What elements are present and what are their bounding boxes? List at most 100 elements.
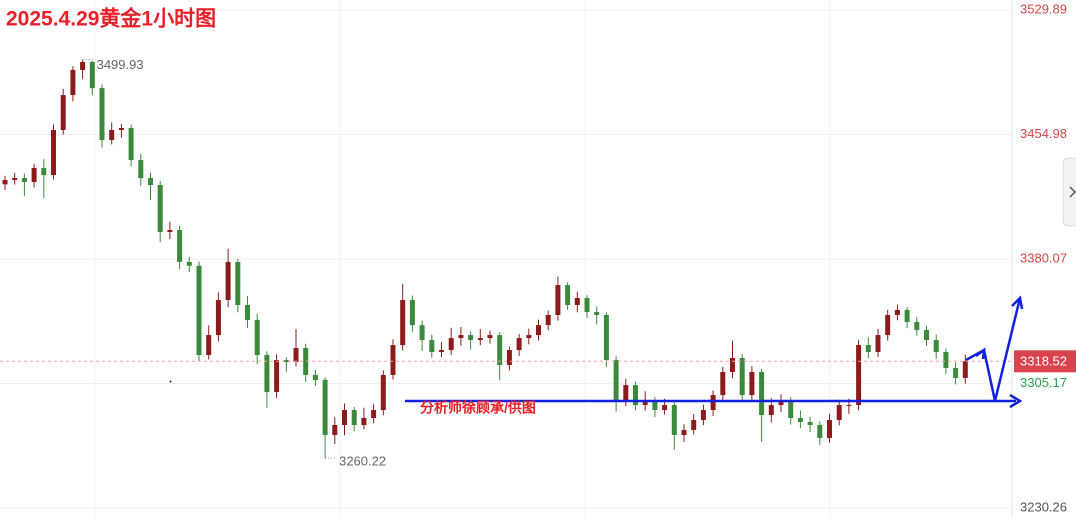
candle-body	[400, 300, 406, 346]
candle-body	[274, 360, 280, 393]
drawn-lines	[169, 295, 1024, 409]
candle-body	[545, 314, 551, 326]
candle-body	[60, 95, 66, 130]
candle-body	[797, 418, 803, 423]
side-toggle-button[interactable]	[1062, 157, 1076, 227]
candle-body	[41, 168, 47, 176]
candle-body	[2, 180, 8, 185]
candle-body	[875, 335, 881, 353]
forecast-path	[965, 297, 1022, 402]
arrow-head	[1011, 295, 1024, 310]
candle-body	[739, 358, 745, 396]
candle-body	[894, 309, 900, 315]
candle-body	[99, 88, 105, 140]
candle-body	[943, 352, 949, 368]
candle-body	[613, 360, 619, 401]
candle-body	[70, 69, 76, 96]
candle-body	[225, 261, 231, 301]
candle-body	[254, 319, 260, 356]
candle-body	[671, 405, 677, 435]
candle-body	[603, 314, 609, 361]
candle-body	[167, 230, 173, 233]
candle-body	[526, 335, 532, 339]
candle-body	[594, 311, 600, 315]
candle-body	[51, 129, 56, 176]
candle-body	[516, 338, 522, 351]
candle-body	[565, 285, 571, 305]
y-tick-label: 3454.98	[1020, 126, 1067, 141]
candle-body	[342, 410, 347, 425]
candle-body	[623, 385, 629, 401]
chart-title: 2025.4.29黄金1小时图	[6, 7, 216, 31]
candle-body	[836, 405, 842, 421]
candle-body	[846, 405, 852, 407]
candle-body	[691, 420, 697, 430]
y-tick-label: 3230.26	[1020, 499, 1067, 514]
candle-body	[778, 400, 784, 406]
candle-body	[817, 424, 823, 438]
candle-body	[128, 127, 134, 161]
candle-body	[138, 160, 144, 179]
candle-body	[118, 127, 124, 130]
candle-body	[633, 385, 638, 406]
candle-body	[700, 410, 706, 421]
candle-body	[439, 350, 444, 353]
candle-body	[448, 338, 454, 351]
candle-body	[468, 335, 474, 341]
candle-body	[390, 345, 396, 375]
candle-body	[371, 410, 377, 419]
candle-body	[865, 345, 871, 353]
candle-body	[662, 405, 668, 411]
candle-body	[429, 340, 435, 353]
candle-body	[924, 329, 929, 341]
candle-body	[186, 261, 192, 266]
candle-body	[245, 304, 250, 320]
candle-body	[215, 300, 221, 336]
candle-body	[788, 400, 794, 419]
candle-body	[487, 335, 493, 339]
candle-body	[856, 345, 862, 406]
candle-body	[497, 335, 503, 365]
candle-body	[953, 367, 959, 378]
candle-body	[681, 429, 687, 435]
annotation: 分析师徐顾承/供图	[420, 400, 536, 416]
candle-body	[885, 314, 891, 336]
candle-body	[768, 405, 774, 416]
candle-body	[720, 371, 726, 396]
candle-body	[322, 379, 328, 435]
candle-body	[283, 360, 289, 363]
candle-body	[264, 355, 270, 393]
candle-body	[148, 178, 153, 185]
candle-body	[749, 371, 755, 396]
candle-body	[196, 265, 202, 356]
candle-body	[904, 309, 910, 322]
candle-body	[477, 338, 483, 341]
candle-body	[293, 348, 299, 363]
candle-body	[914, 321, 920, 330]
y-tick-label: 3305.17	[1020, 375, 1067, 390]
candle-body	[89, 62, 95, 89]
candle-body	[80, 62, 86, 70]
y-tick-label: 3380.07	[1020, 250, 1067, 265]
candle-body	[933, 340, 939, 353]
candle-body	[206, 335, 212, 356]
candle-body	[31, 168, 37, 183]
candle-body	[458, 335, 464, 339]
arrow-head	[1009, 393, 1023, 409]
candle-body	[409, 300, 415, 326]
high-label: 3499.93	[97, 57, 144, 72]
candle-body	[419, 325, 425, 341]
candle-body	[759, 371, 765, 416]
arrow-head	[975, 347, 986, 360]
candle-body	[807, 422, 813, 425]
candle-body	[303, 348, 309, 375]
candle-body	[12, 178, 18, 181]
candle-body	[312, 374, 318, 380]
candle-body	[157, 184, 163, 233]
candle-body	[536, 325, 541, 336]
side-toggle[interactable]	[1062, 157, 1076, 227]
candle-body	[574, 298, 580, 305]
candle-body	[361, 418, 367, 425]
